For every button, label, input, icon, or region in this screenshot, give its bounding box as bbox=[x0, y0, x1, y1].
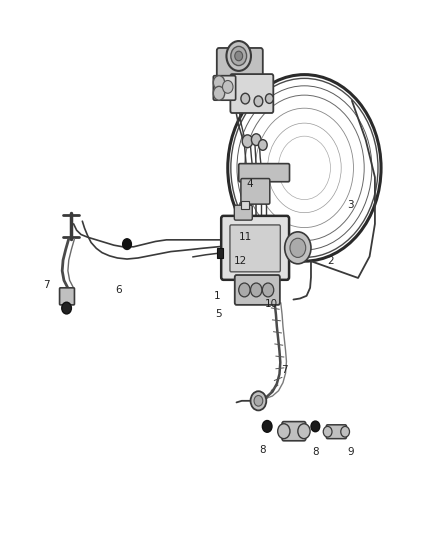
Circle shape bbox=[265, 94, 273, 103]
Circle shape bbox=[278, 424, 290, 439]
Circle shape bbox=[123, 239, 131, 249]
Circle shape bbox=[251, 391, 266, 410]
Text: 11: 11 bbox=[239, 232, 252, 242]
Circle shape bbox=[213, 76, 225, 90]
FancyBboxPatch shape bbox=[230, 74, 273, 113]
Circle shape bbox=[290, 238, 306, 257]
Circle shape bbox=[262, 283, 274, 297]
FancyBboxPatch shape bbox=[235, 275, 280, 305]
Circle shape bbox=[226, 41, 251, 71]
FancyBboxPatch shape bbox=[326, 425, 346, 439]
Circle shape bbox=[254, 395, 263, 406]
Text: 8: 8 bbox=[312, 447, 319, 457]
FancyBboxPatch shape bbox=[60, 288, 74, 305]
Bar bbox=[241, 201, 249, 209]
FancyBboxPatch shape bbox=[282, 422, 306, 441]
FancyBboxPatch shape bbox=[213, 76, 236, 100]
Circle shape bbox=[323, 426, 332, 437]
FancyBboxPatch shape bbox=[230, 225, 280, 272]
Text: 5: 5 bbox=[215, 310, 223, 319]
Circle shape bbox=[235, 51, 243, 61]
Circle shape bbox=[341, 426, 350, 437]
Text: 3: 3 bbox=[347, 200, 354, 210]
Circle shape bbox=[254, 96, 263, 107]
Circle shape bbox=[251, 283, 262, 297]
Circle shape bbox=[62, 302, 71, 314]
Text: 12: 12 bbox=[233, 256, 247, 266]
Circle shape bbox=[231, 46, 247, 66]
Circle shape bbox=[311, 421, 320, 432]
Text: 7: 7 bbox=[281, 366, 288, 375]
FancyBboxPatch shape bbox=[221, 216, 289, 280]
Text: 4: 4 bbox=[246, 179, 253, 189]
Circle shape bbox=[251, 134, 261, 146]
Circle shape bbox=[258, 140, 267, 150]
Circle shape bbox=[241, 93, 250, 104]
Circle shape bbox=[298, 424, 310, 439]
Circle shape bbox=[285, 232, 311, 264]
Text: 2: 2 bbox=[327, 256, 334, 266]
Text: 9: 9 bbox=[347, 447, 354, 457]
FancyBboxPatch shape bbox=[239, 164, 290, 182]
FancyBboxPatch shape bbox=[241, 179, 270, 204]
Text: 6: 6 bbox=[115, 286, 122, 295]
Circle shape bbox=[239, 283, 250, 297]
Text: 1: 1 bbox=[213, 291, 220, 301]
Text: 8: 8 bbox=[259, 446, 266, 455]
Text: 10: 10 bbox=[265, 299, 278, 309]
FancyBboxPatch shape bbox=[234, 205, 252, 220]
Circle shape bbox=[262, 421, 272, 432]
Text: 7: 7 bbox=[42, 280, 49, 290]
FancyBboxPatch shape bbox=[217, 48, 263, 79]
Circle shape bbox=[242, 135, 253, 148]
Circle shape bbox=[213, 86, 225, 100]
Circle shape bbox=[223, 80, 233, 93]
Bar bbox=[217, 248, 223, 258]
